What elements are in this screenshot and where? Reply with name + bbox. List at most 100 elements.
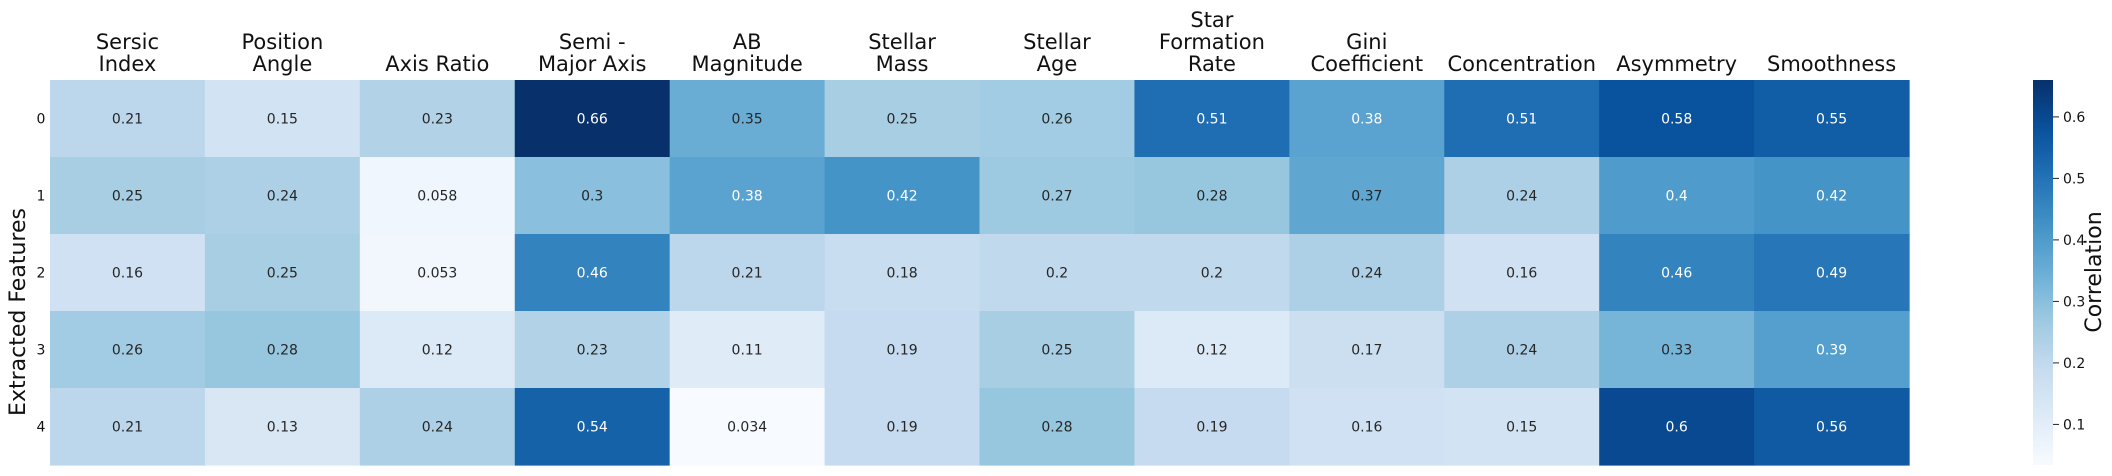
row-label: 3: [37, 343, 46, 359]
heatmap-cell: [1754, 80, 1910, 158]
cell-value-label: 0.058: [417, 189, 457, 205]
cell-value-label: 0.053: [417, 266, 457, 282]
heatmap-cell: [1599, 157, 1755, 235]
colorbar-tick-label: 0.5: [2063, 171, 2085, 187]
heatmap-cell: [669, 234, 826, 312]
column-label: Stellar: [868, 30, 936, 54]
cell-value-label: 0.28: [267, 343, 298, 359]
row-label: 2: [37, 266, 46, 282]
column-label: Concentration: [1447, 52, 1596, 76]
cell-value-label: 0.3: [581, 189, 603, 205]
heatmap-cell: [824, 80, 981, 158]
heatmap-cell: [824, 234, 981, 312]
cell-value-label: 0.16: [1506, 266, 1537, 282]
column-label: Angle: [252, 52, 312, 76]
cell-value-label: 0.38: [732, 189, 763, 205]
heatmap-cell: [1754, 157, 1910, 235]
cell-value-label: 0.21: [732, 266, 763, 282]
cell-value-label: 0.21: [112, 112, 143, 128]
column-label: Sersic: [96, 30, 159, 54]
heatmap-cell: [979, 234, 1136, 312]
column-label: Index: [99, 52, 157, 76]
column-label: Star: [1190, 8, 1233, 32]
column-label: Stellar: [1023, 30, 1091, 54]
heatmap-cell: [1134, 388, 1290, 466]
colorbar-tick-label: 0.2: [2063, 356, 2085, 372]
cell-value-label: 0.25: [886, 112, 917, 128]
column-label: Mass: [876, 52, 929, 76]
heatmap-cell: [1134, 234, 1290, 312]
heatmap-cell: [514, 234, 671, 312]
row-labels: 0 1 2 3 4: [37, 112, 46, 436]
heatmap-cell: [1134, 311, 1290, 389]
column-label: Rate: [1188, 52, 1236, 76]
colorbar-ticks: 0.1 0.2 0.3 0.4 0.5 0.6: [2053, 110, 2085, 433]
cell-value-label: 0.6: [1666, 420, 1688, 436]
cell-value-label: 0.28: [1041, 420, 1072, 436]
heatmap-cell: [50, 157, 206, 235]
heatmap-cell: [824, 311, 981, 389]
heatmap-cell: [1444, 157, 1600, 235]
heatmap-cell: [979, 388, 1136, 466]
heatmap-cell: [204, 157, 361, 235]
heatmap-cell: [1754, 311, 1910, 389]
colorbar-tick-label: 0.6: [2063, 110, 2085, 126]
heatmap-cell: [514, 157, 671, 235]
row-label: 4: [37, 420, 46, 436]
cell-value-label: 0.15: [267, 112, 298, 128]
column-label: Position: [241, 30, 323, 54]
heatmap-cell: [1289, 311, 1445, 389]
cell-value-label: 0.25: [112, 189, 143, 205]
cell-value-label: 0.38: [1351, 112, 1382, 128]
colorbar-tick-label: 0.1: [2063, 417, 2085, 433]
heatmap-cell: [204, 388, 361, 466]
cell-value-label: 0.33: [1661, 343, 1692, 359]
heatmap-cell: [669, 388, 826, 466]
cell-value-label: 0.55: [1816, 112, 1847, 128]
heatmap-cell: [824, 157, 981, 235]
colorbar-label: Correlation: [2082, 211, 2107, 332]
cell-value-label: 0.42: [886, 189, 917, 205]
cell-value-label: 0.66: [577, 112, 608, 128]
column-label: Formation: [1159, 30, 1265, 54]
heatmap-cell: [1134, 157, 1290, 235]
heatmap-cell: [50, 388, 206, 466]
cell-value-label: 0.034: [727, 420, 767, 436]
heatmap-cell: [1754, 234, 1910, 312]
cell-value-label: 0.56: [1816, 420, 1847, 436]
heatmap-cell: [1599, 388, 1755, 466]
cell-value-label: 0.11: [732, 343, 763, 359]
heatmap-cell: [1444, 234, 1600, 312]
column-label: AB: [733, 30, 762, 54]
heatmap-cell: [669, 80, 826, 158]
column-label: Coefficient: [1311, 52, 1424, 76]
cell-value-label: 0.24: [267, 189, 298, 205]
colorbar-tick-label: 0.3: [2063, 294, 2085, 310]
colorbar-gradient: [2033, 80, 2053, 465]
cell-value-label: 0.27: [1041, 189, 1072, 205]
cell-value-label: 0.49: [1816, 266, 1847, 282]
heatmap-cell: [514, 80, 671, 158]
heatmap-cell: [824, 388, 981, 466]
heatmap-cell: [1444, 311, 1600, 389]
cell-value-label: 0.21: [112, 420, 143, 436]
heatmap-cell: [669, 311, 826, 389]
cell-value-label: 0.26: [112, 343, 143, 359]
column-label: Semi -: [559, 30, 626, 54]
cell-value-label: 0.2: [1201, 266, 1223, 282]
cell-value-label: 0.51: [1196, 112, 1227, 128]
cell-value-label: 0.25: [1041, 343, 1072, 359]
column-label: Axis Ratio: [385, 52, 489, 76]
cell-value-label: 0.58: [1661, 112, 1692, 128]
heatmap-cell: [1289, 388, 1445, 466]
heatmap-cell: [1444, 80, 1600, 158]
cell-value-label: 0.17: [1351, 343, 1382, 359]
cell-value-label: 0.37: [1351, 189, 1382, 205]
heatmap-cell: [359, 311, 516, 389]
cell-value-label: 0.19: [886, 420, 917, 436]
heatmap-cell: [204, 80, 361, 158]
cell-value-label: 0.24: [1351, 266, 1382, 282]
cell-value-label: 0.23: [577, 343, 608, 359]
